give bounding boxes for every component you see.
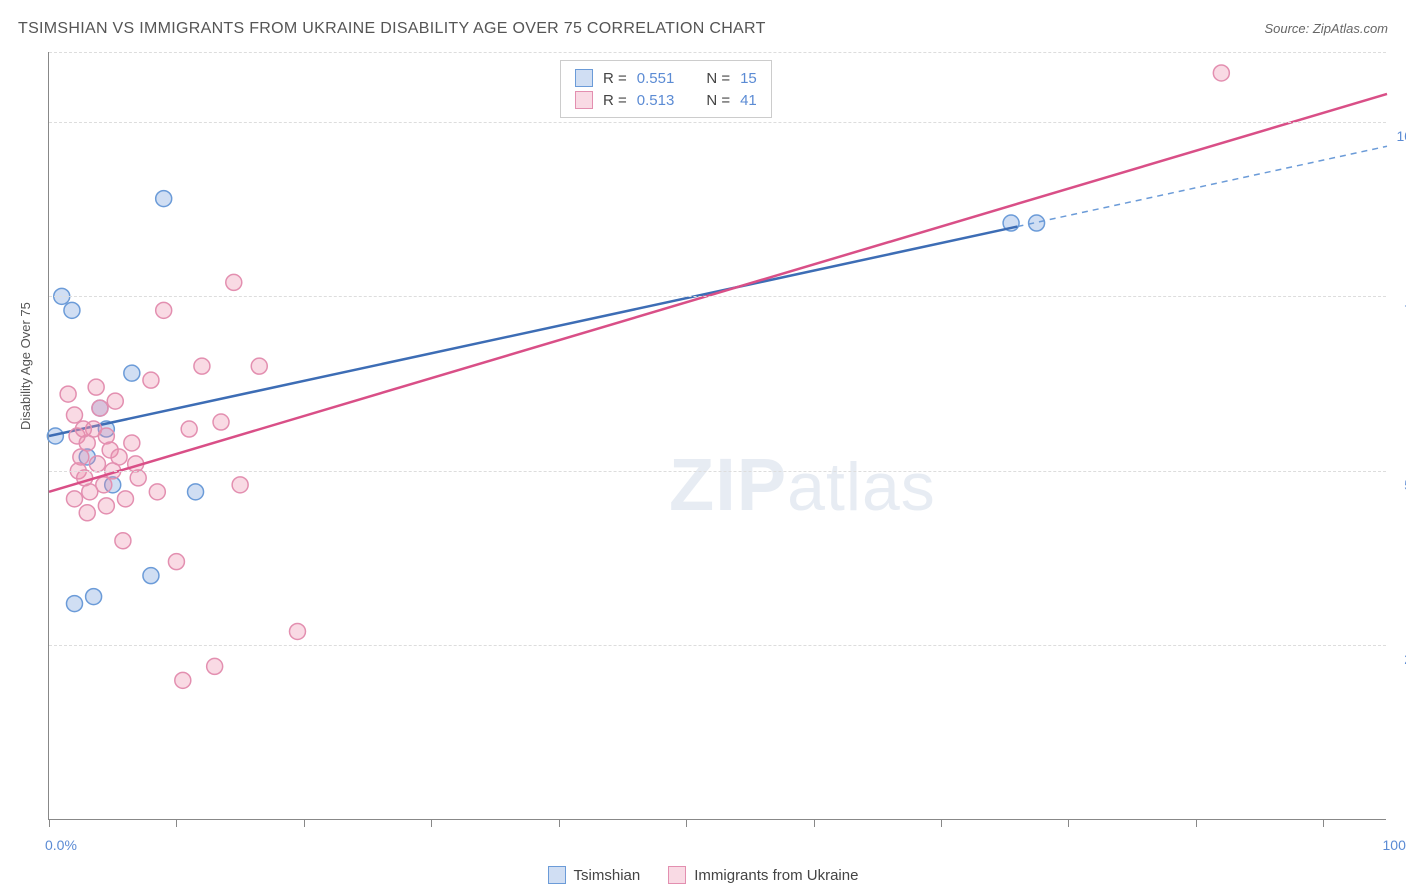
plot-area: ZIPatlas 25.0%50.0%75.0%100.0%0.0%100.0% <box>48 52 1386 820</box>
data-point <box>143 568 159 584</box>
legend-item: Tsimshian <box>548 866 641 884</box>
legend-label: Immigrants from Ukraine <box>694 867 858 884</box>
data-point <box>175 672 191 688</box>
data-point <box>75 421 91 437</box>
legend-r-value: 0.551 <box>637 70 675 87</box>
x-tick <box>176 819 177 827</box>
y-tick-label: 100.0% <box>1397 128 1406 144</box>
data-point <box>194 358 210 374</box>
data-point <box>143 372 159 388</box>
data-point <box>168 554 184 570</box>
data-point <box>124 365 140 381</box>
legend-n-value: 41 <box>740 92 757 109</box>
x-tick <box>814 819 815 827</box>
legend-r-value: 0.513 <box>637 92 675 109</box>
legend-swatch <box>668 866 686 884</box>
x-max-label: 100.0% <box>1383 837 1406 853</box>
x-tick <box>686 819 687 827</box>
legend-item: Immigrants from Ukraine <box>668 866 858 884</box>
legend-row: R = 0.513 N = 41 <box>575 89 757 111</box>
legend-swatch <box>575 69 593 87</box>
data-point <box>92 400 108 416</box>
gridline <box>49 52 1386 53</box>
data-point <box>98 498 114 514</box>
chart-svg <box>49 52 1386 819</box>
x-origin-label: 0.0% <box>45 837 77 853</box>
data-point <box>124 435 140 451</box>
data-point <box>117 491 133 507</box>
data-point <box>111 449 127 465</box>
legend-r-label: R = <box>603 70 627 87</box>
legend-n-label: N = <box>706 70 730 87</box>
data-point <box>181 421 197 437</box>
data-point <box>213 414 229 430</box>
data-point <box>188 484 204 500</box>
data-point <box>89 456 105 472</box>
x-tick <box>1068 819 1069 827</box>
source-label: Source: ZipAtlas.com <box>1264 21 1388 36</box>
legend-row: R = 0.551 N = 15 <box>575 67 757 89</box>
title-bar: TSIMSHIAN VS IMMIGRANTS FROM UKRAINE DIS… <box>18 20 1388 38</box>
data-point <box>60 386 76 402</box>
gridline <box>49 471 1386 472</box>
data-point <box>115 533 131 549</box>
data-point <box>226 274 242 290</box>
data-point <box>207 658 223 674</box>
gridline <box>49 122 1386 123</box>
data-point <box>66 407 82 423</box>
gridline <box>49 296 1386 297</box>
chart-title: TSIMSHIAN VS IMMIGRANTS FROM UKRAINE DIS… <box>18 20 766 38</box>
legend-swatch <box>548 866 566 884</box>
data-point <box>149 484 165 500</box>
data-point <box>86 589 102 605</box>
legend-series: Tsimshian Immigrants from Ukraine <box>0 866 1406 884</box>
data-point <box>251 358 267 374</box>
data-point <box>232 477 248 493</box>
x-tick <box>431 819 432 827</box>
legend-swatch <box>575 91 593 109</box>
x-tick <box>49 819 50 827</box>
data-point <box>88 379 104 395</box>
data-point <box>66 596 82 612</box>
data-point <box>107 393 123 409</box>
data-point <box>156 191 172 207</box>
legend-n-label: N = <box>706 92 730 109</box>
x-tick <box>1196 819 1197 827</box>
gridline <box>49 645 1386 646</box>
data-point <box>1213 65 1229 81</box>
x-tick <box>304 819 305 827</box>
y-axis-label: Disability Age Over 75 <box>18 302 33 430</box>
data-point <box>289 623 305 639</box>
legend-correlation: R = 0.551 N = 15 R = 0.513 N = 41 <box>560 60 772 118</box>
legend-label: Tsimshian <box>574 867 641 884</box>
x-tick <box>1323 819 1324 827</box>
data-point <box>64 302 80 318</box>
x-tick <box>559 819 560 827</box>
legend-n-value: 15 <box>740 70 757 87</box>
data-point <box>66 491 82 507</box>
data-point <box>79 505 95 521</box>
data-point <box>156 302 172 318</box>
x-tick <box>941 819 942 827</box>
legend-r-label: R = <box>603 92 627 109</box>
data-point <box>96 477 112 493</box>
trend-line <box>49 227 1017 436</box>
trend-line <box>49 94 1387 492</box>
